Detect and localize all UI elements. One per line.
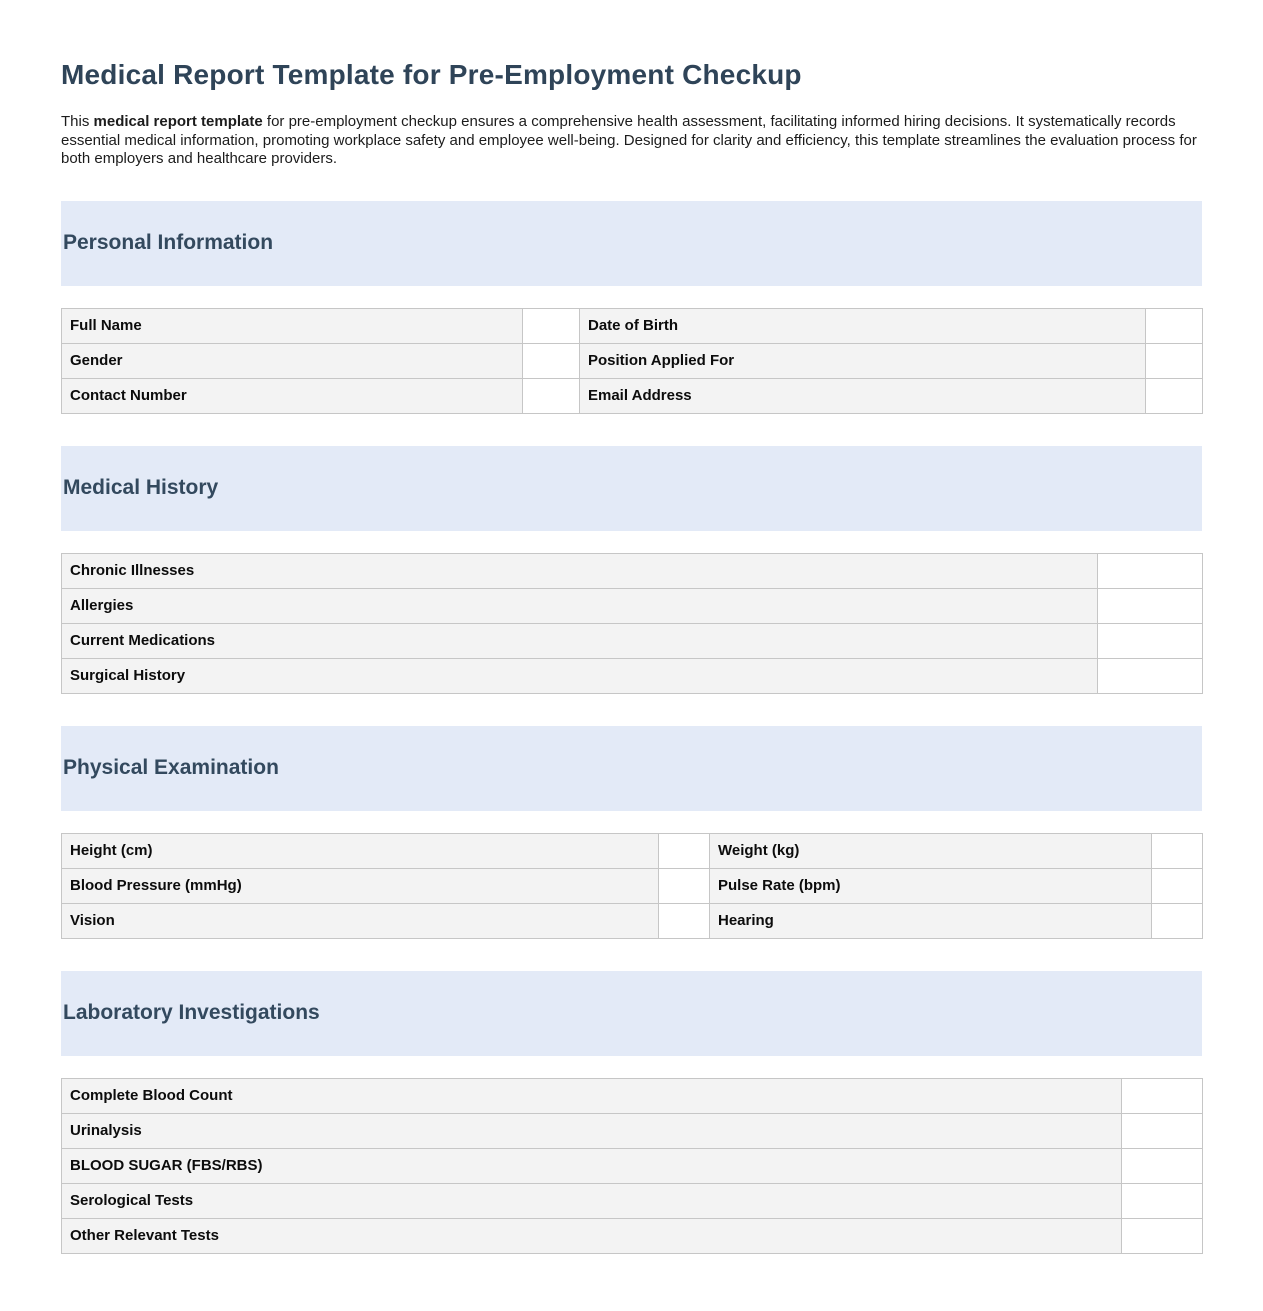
field-label-complete-blood-count: Complete Blood Count	[61, 1077, 1122, 1114]
section-heading-personal-information: Personal Information	[63, 231, 274, 254]
field-label-surgical-history: Surgical History	[61, 657, 1098, 694]
table-row: Chronic Illnesses	[61, 552, 1203, 589]
field-input-height[interactable]	[658, 832, 710, 869]
field-label-allergies: Allergies	[61, 587, 1098, 624]
table-row: Serological Tests	[61, 1182, 1203, 1219]
field-label-urinalysis: Urinalysis	[61, 1112, 1122, 1149]
section-laboratory-investigations: Laboratory Investigations Complete Blood…	[61, 970, 1203, 1254]
table-row: Urinalysis	[61, 1112, 1203, 1149]
intro-text-rest: for pre-employment checkup ensures a com…	[61, 113, 1197, 167]
physical-examination-table: Height (cm) Weight (kg) Blood Pressure (…	[61, 832, 1203, 939]
intro-paragraph: This medical report template for pre-emp…	[61, 113, 1202, 169]
field-label-vision: Vision	[61, 902, 659, 939]
field-input-current-medications[interactable]	[1097, 622, 1203, 659]
table-row: Contact Number Email Address	[61, 377, 1203, 414]
table-row: Vision Hearing	[61, 902, 1203, 939]
field-input-serological-tests[interactable]	[1121, 1182, 1203, 1219]
field-input-pulse-rate[interactable]	[1151, 867, 1203, 904]
section-physical-examination: Physical Examination Height (cm) Weight …	[61, 725, 1203, 939]
table-row: Complete Blood Count	[61, 1077, 1203, 1114]
table-row: Gender Position Applied For	[61, 342, 1203, 379]
field-input-other-relevant-tests[interactable]	[1121, 1217, 1203, 1254]
field-input-surgical-history[interactable]	[1097, 657, 1203, 694]
field-input-complete-blood-count[interactable]	[1121, 1077, 1203, 1114]
field-label-hearing: Hearing	[709, 902, 1152, 939]
section-personal-information: Personal Information Full Name Date of B…	[61, 200, 1203, 414]
table-row: Current Medications	[61, 622, 1203, 659]
field-input-email-address[interactable]	[1145, 377, 1203, 414]
field-label-email-address: Email Address	[579, 377, 1146, 414]
field-input-vision[interactable]	[658, 902, 710, 939]
field-input-urinalysis[interactable]	[1121, 1112, 1203, 1149]
field-label-weight: Weight (kg)	[709, 832, 1152, 869]
field-input-full-name[interactable]	[522, 307, 580, 344]
field-input-gender[interactable]	[522, 342, 580, 379]
table-row: Full Name Date of Birth	[61, 307, 1203, 344]
field-label-other-relevant-tests: Other Relevant Tests	[61, 1217, 1122, 1254]
page-title: Medical Report Template for Pre-Employme…	[61, 59, 802, 90]
table-row: Other Relevant Tests	[61, 1217, 1203, 1254]
field-label-chronic-illnesses: Chronic Illnesses	[61, 552, 1098, 589]
field-label-gender: Gender	[61, 342, 523, 379]
field-input-position-applied-for[interactable]	[1145, 342, 1203, 379]
field-input-allergies[interactable]	[1097, 587, 1203, 624]
field-input-date-of-birth[interactable]	[1145, 307, 1203, 344]
field-input-blood-sugar[interactable]	[1121, 1147, 1203, 1184]
field-input-chronic-illnesses[interactable]	[1097, 552, 1203, 589]
laboratory-investigations-table: Complete Blood Count Urinalysis BLOOD SU…	[61, 1077, 1203, 1254]
table-row: Height (cm) Weight (kg)	[61, 832, 1203, 869]
field-label-full-name: Full Name	[61, 307, 523, 344]
section-heading-physical-examination: Physical Examination	[63, 756, 279, 779]
intro-text-bold: medical report template	[93, 113, 263, 130]
field-label-position-applied-for: Position Applied For	[579, 342, 1146, 379]
field-label-current-medications: Current Medications	[61, 622, 1098, 659]
field-label-height: Height (cm)	[61, 832, 659, 869]
field-label-pulse-rate: Pulse Rate (bpm)	[709, 867, 1152, 904]
field-input-weight[interactable]	[1151, 832, 1203, 869]
section-banner-personal-information: Personal Information	[61, 200, 1202, 286]
section-banner-physical-examination: Physical Examination	[61, 725, 1202, 811]
field-input-hearing[interactable]	[1151, 902, 1203, 939]
table-row: Allergies	[61, 587, 1203, 624]
section-medical-history: Medical History Chronic Illnesses Allerg…	[61, 445, 1203, 694]
personal-information-table: Full Name Date of Birth Gender Position …	[61, 307, 1203, 414]
table-row: Blood Pressure (mmHg) Pulse Rate (bpm)	[61, 867, 1203, 904]
field-label-serological-tests: Serological Tests	[61, 1182, 1122, 1219]
field-label-date-of-birth: Date of Birth	[579, 307, 1146, 344]
document-page: Medical Report Template for Pre-Employme…	[61, 57, 1203, 1254]
section-heading-laboratory-investigations: Laboratory Investigations	[63, 1001, 320, 1024]
section-banner-medical-history: Medical History	[61, 445, 1202, 531]
field-input-blood-pressure[interactable]	[658, 867, 710, 904]
medical-history-table: Chronic Illnesses Allergies Current Medi…	[61, 552, 1203, 694]
field-label-contact-number: Contact Number	[61, 377, 523, 414]
field-input-contact-number[interactable]	[522, 377, 580, 414]
intro-text-start: This	[61, 113, 94, 130]
section-heading-medical-history: Medical History	[63, 476, 219, 499]
section-banner-laboratory-investigations: Laboratory Investigations	[61, 970, 1202, 1056]
field-label-blood-pressure: Blood Pressure (mmHg)	[61, 867, 659, 904]
table-row: BLOOD SUGAR (FBS/RBS)	[61, 1147, 1203, 1184]
field-label-blood-sugar: BLOOD SUGAR (FBS/RBS)	[61, 1147, 1122, 1184]
table-row: Surgical History	[61, 657, 1203, 694]
